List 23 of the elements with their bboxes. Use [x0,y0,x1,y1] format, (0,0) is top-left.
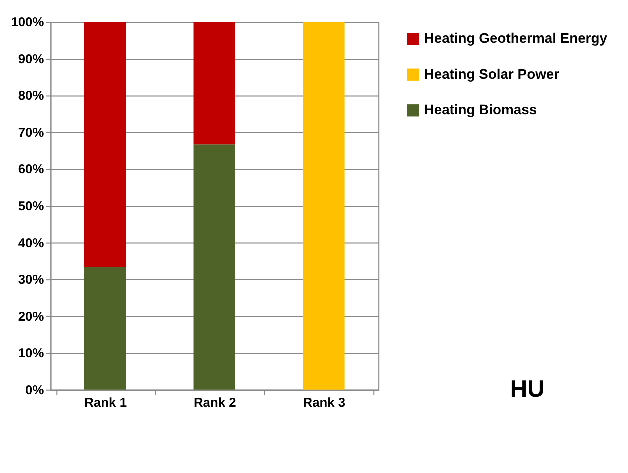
y-tick-label: 20% [18,308,45,324]
y-tick-label: 70% [18,124,45,140]
bar [194,144,236,390]
y-tick-label: 60% [18,162,45,177]
y-tick-label: 40% [18,235,45,250]
y-tick-label: 50% [18,198,45,214]
bar [84,22,126,268]
y-tick-label: 10% [18,346,45,361]
y-tick-label: 100% [11,14,45,30]
legend-label: Heating Solar Power [424,66,560,82]
bar [194,22,236,145]
legend-label: Heating Geothermal Energy [424,30,608,46]
y-tick-label: 80% [18,88,45,104]
y-tick-label: 30% [18,272,45,288]
legend-label: Heating Biomass [424,102,538,118]
x-tick-label: Rank 2 [194,395,236,410]
y-tick-label: 90% [18,51,45,66]
x-tick-label: Rank 1 [84,395,127,410]
y-tick-label: 0% [26,382,45,398]
x-tick-label: Rank 3 [303,395,346,410]
bar [303,22,345,390]
text: HU [510,376,545,403]
bar [84,267,126,390]
